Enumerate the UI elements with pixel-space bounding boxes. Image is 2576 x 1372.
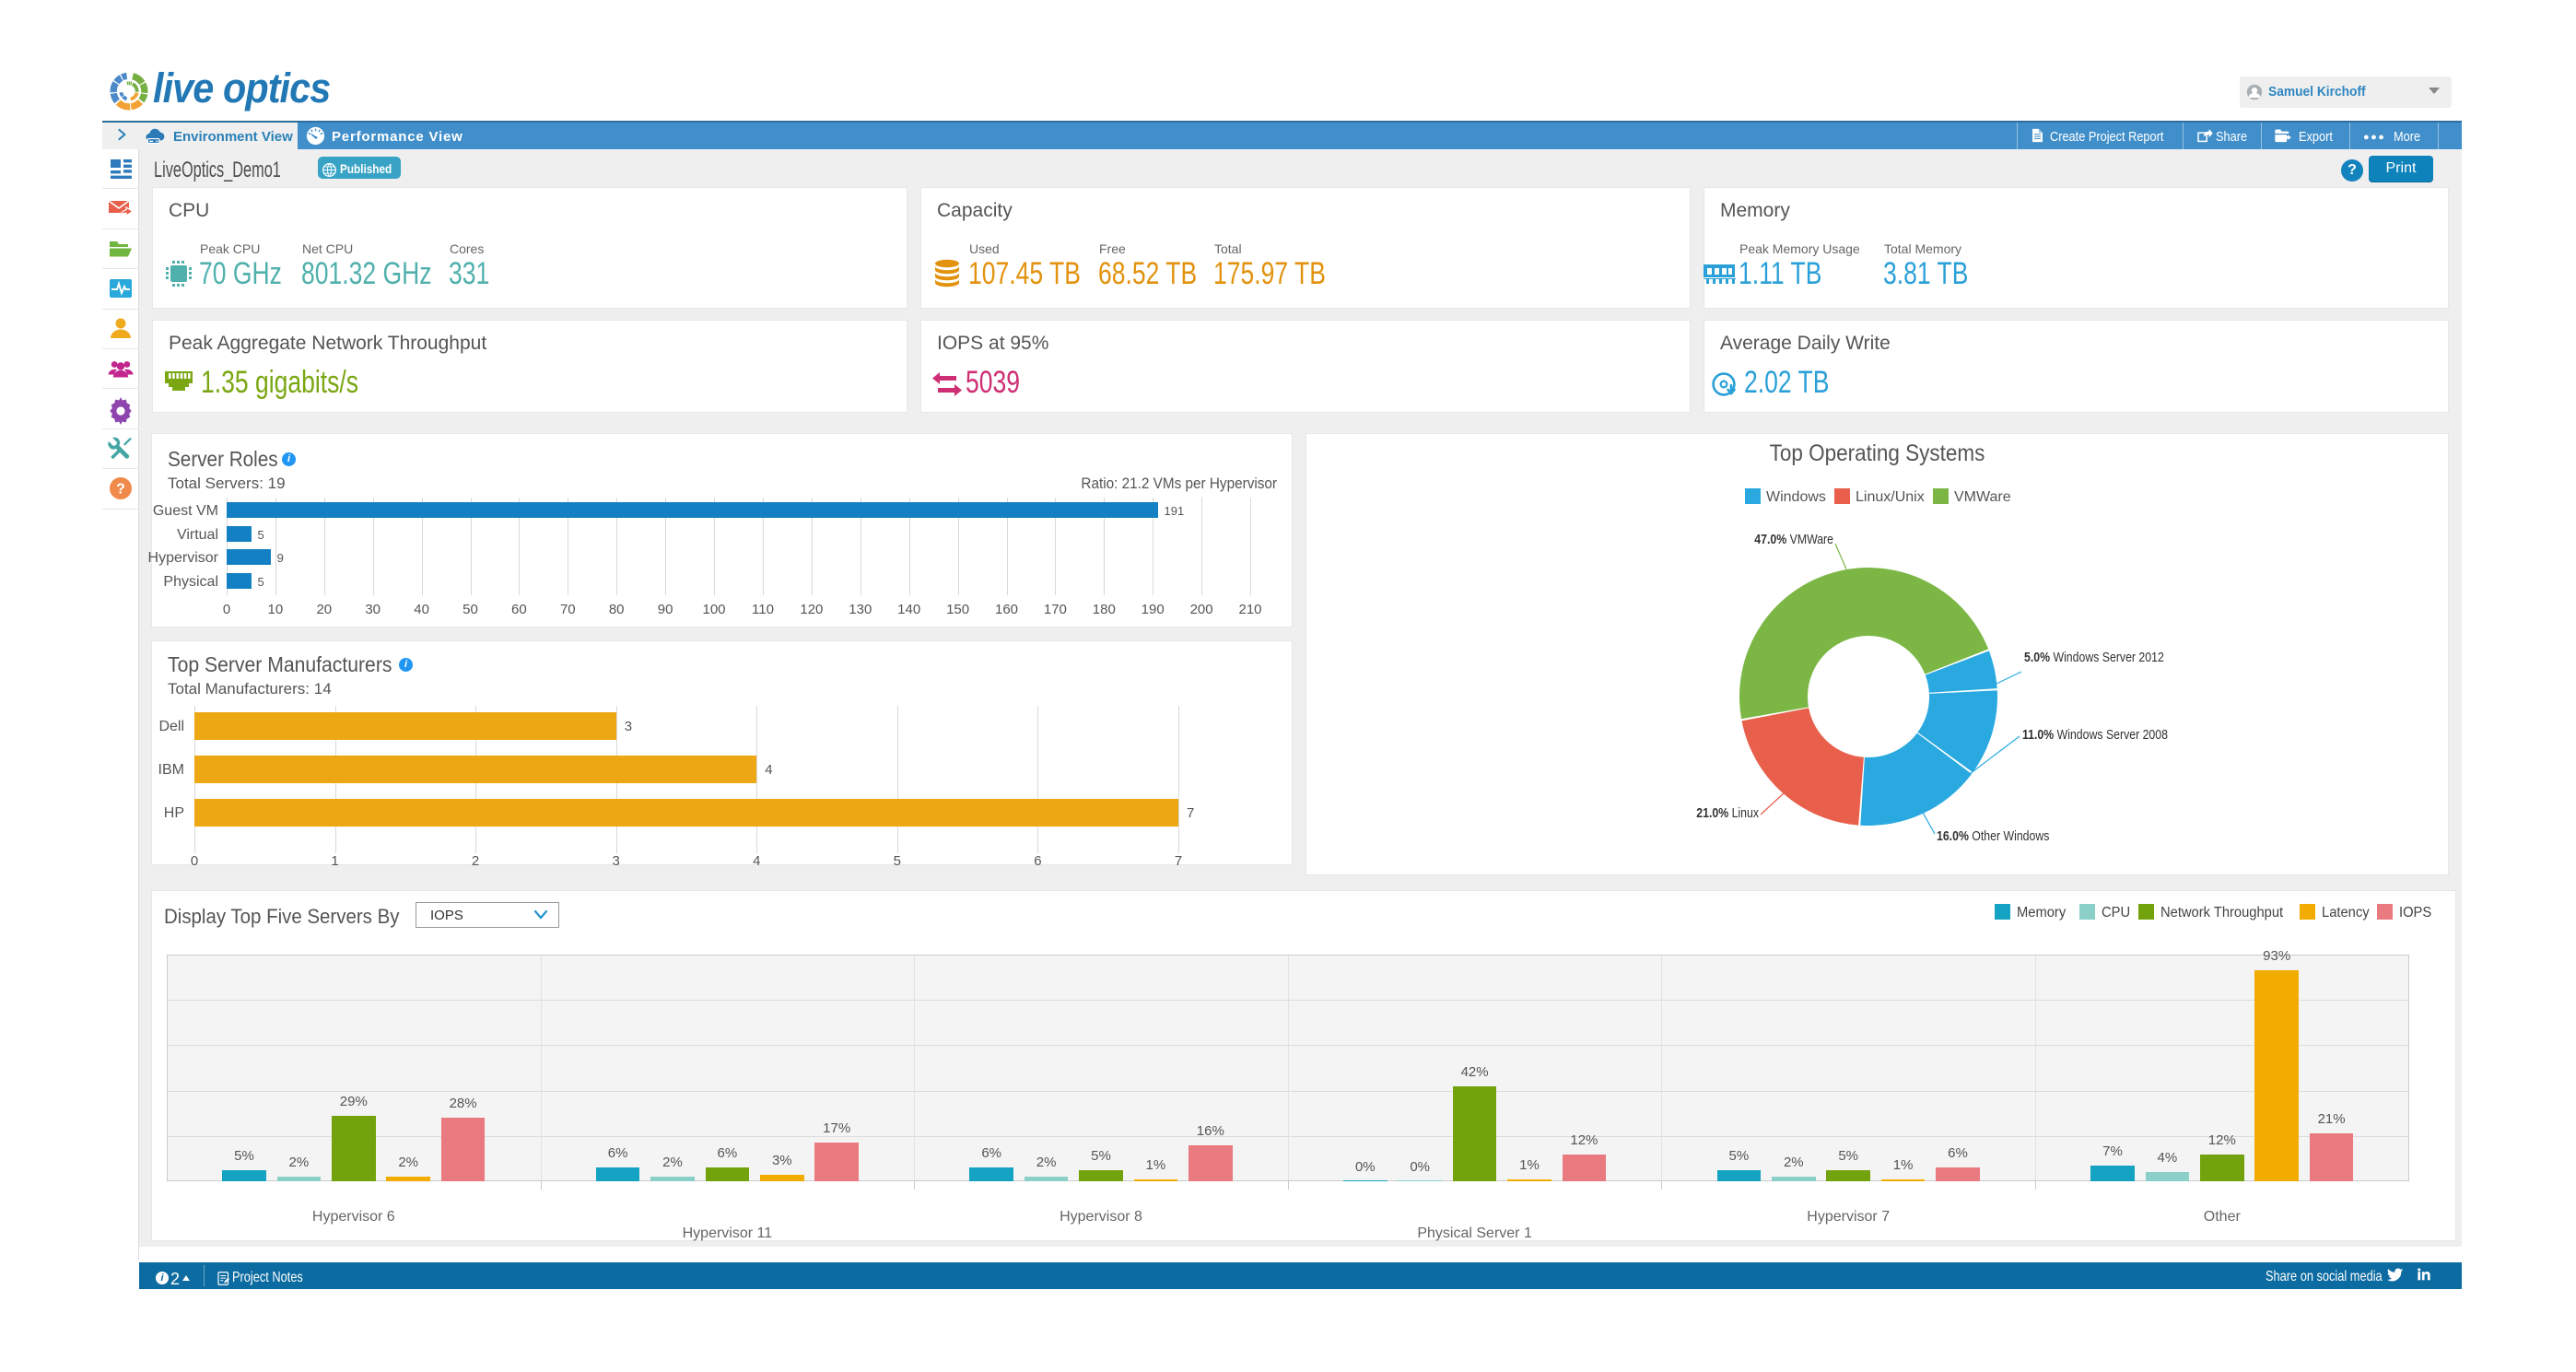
svg-text:?: ?	[116, 482, 125, 498]
